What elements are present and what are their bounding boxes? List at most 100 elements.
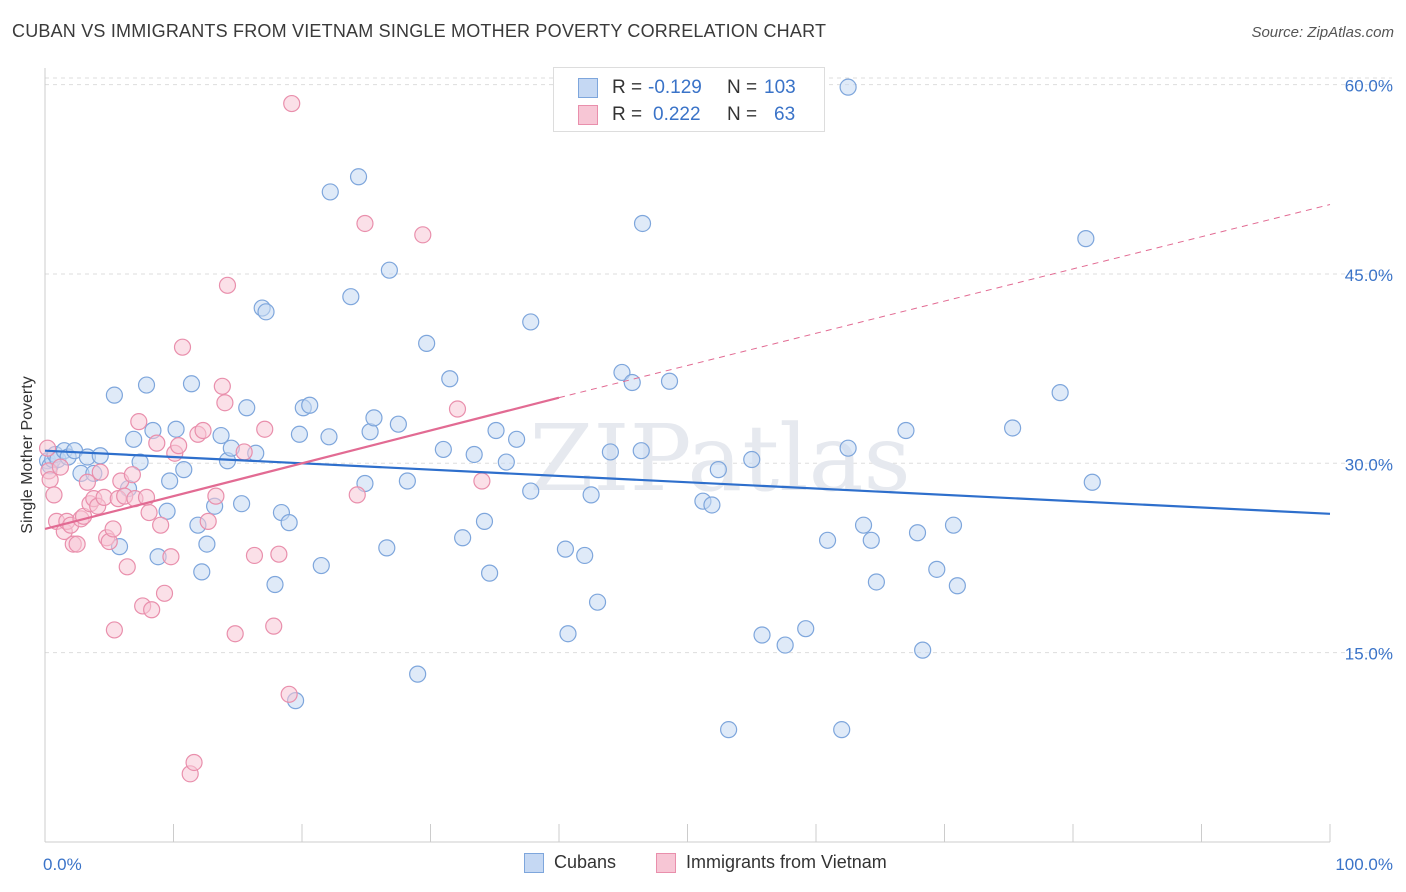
bottom-legend: Cubans Immigrants from Vietnam bbox=[0, 852, 1406, 878]
vietnam-point bbox=[185, 753, 203, 772]
vietnam-point bbox=[448, 400, 467, 418]
r-label: R = bbox=[612, 104, 643, 125]
cubans-point bbox=[709, 461, 727, 479]
cubans-point bbox=[588, 593, 607, 611]
cubans-point bbox=[105, 386, 123, 404]
vietnam-point bbox=[152, 516, 170, 534]
cubans-point bbox=[409, 665, 427, 683]
vietnam-point bbox=[148, 434, 166, 452]
cubans-point bbox=[601, 443, 620, 461]
vietnam-point bbox=[105, 621, 123, 639]
cubans-point bbox=[312, 556, 330, 575]
n-label: N = bbox=[727, 77, 758, 98]
cubans-point bbox=[944, 516, 963, 534]
vietnam-point bbox=[218, 276, 237, 294]
cubans-point bbox=[418, 334, 436, 352]
vietnam-point bbox=[348, 486, 366, 504]
vietnam-point bbox=[155, 584, 174, 602]
source-label: Source: ZipAtlas.com bbox=[1251, 24, 1394, 41]
cubans-point bbox=[487, 421, 505, 440]
vietnam-point bbox=[78, 473, 97, 491]
cubans-point bbox=[576, 546, 594, 565]
n-value: 63 bbox=[774, 104, 796, 125]
cubans-point bbox=[342, 288, 360, 306]
cubans-point bbox=[1051, 384, 1069, 402]
cubans-point bbox=[743, 450, 761, 469]
cubans-point bbox=[559, 625, 577, 643]
cubans-swatch bbox=[578, 78, 598, 98]
cubans-point bbox=[839, 439, 857, 457]
vietnam-point bbox=[265, 617, 283, 635]
vietnam-point bbox=[256, 420, 274, 438]
cubans-point bbox=[633, 214, 652, 233]
vietnam-trend-line bbox=[44, 396, 560, 531]
vietnam-point bbox=[51, 458, 70, 476]
vietnam-point bbox=[245, 546, 264, 565]
cubans-point bbox=[475, 512, 494, 530]
cubans-point bbox=[928, 560, 946, 578]
cubans-point bbox=[125, 430, 143, 448]
cubans-trend-line bbox=[44, 449, 1331, 515]
cubans-point bbox=[454, 529, 472, 547]
series-vietnam bbox=[38, 94, 491, 783]
cubans-swatch bbox=[524, 852, 544, 873]
vietnam-point bbox=[235, 443, 253, 461]
cubans-point bbox=[839, 78, 857, 96]
vietnam-point bbox=[130, 413, 148, 431]
tick-labels: 15.0% 30.0% 45.0% 60.0% 0.0% 100.0% bbox=[43, 77, 1393, 874]
cubans-point bbox=[167, 420, 185, 438]
cubans-point bbox=[161, 472, 179, 490]
cubans-point bbox=[753, 626, 771, 644]
vietnam-swatch bbox=[578, 105, 598, 125]
stats-legend: R = -0.129 N = 103 R = 0.222 N = 63 bbox=[553, 67, 825, 132]
r-label: R = bbox=[612, 77, 643, 98]
vietnam-point bbox=[216, 394, 234, 412]
cubans-point bbox=[212, 426, 230, 445]
vietnam-point bbox=[123, 466, 141, 484]
cubans-point bbox=[522, 313, 540, 331]
vietnam-point bbox=[226, 625, 244, 643]
cubans-point bbox=[389, 415, 407, 433]
cubans-point bbox=[266, 575, 284, 594]
vietnam-swatch bbox=[656, 852, 676, 873]
vietnam-point bbox=[104, 520, 122, 538]
cubans-point bbox=[914, 641, 932, 659]
vietnam-point bbox=[95, 488, 113, 506]
cubans-point bbox=[398, 472, 416, 490]
vietnam-point bbox=[356, 214, 374, 233]
cubans-point bbox=[507, 430, 526, 448]
cubans-point bbox=[854, 516, 873, 534]
vietnam-point bbox=[45, 486, 63, 504]
vietnam-point bbox=[143, 601, 161, 619]
x-tick-label: 0.0% bbox=[43, 855, 82, 874]
vietnam-point bbox=[162, 548, 180, 566]
cubans-point bbox=[280, 514, 298, 532]
r-value: 0.222 bbox=[653, 104, 701, 125]
cubans-point bbox=[867, 573, 885, 591]
cubans-point bbox=[378, 539, 396, 557]
vietnam-point bbox=[170, 437, 188, 455]
vietnam-point bbox=[280, 685, 298, 703]
r-value: -0.129 bbox=[648, 77, 702, 98]
chart-title: CUBAN VS IMMIGRANTS FROM VIETNAM SINGLE … bbox=[12, 21, 827, 41]
vietnam-point bbox=[38, 439, 57, 457]
vietnam-point bbox=[140, 503, 158, 522]
legend-label-vietnam: Immigrants from Vietnam bbox=[686, 852, 887, 872]
cubans-point bbox=[349, 168, 368, 186]
vietnam-point bbox=[270, 545, 288, 563]
cubans-point bbox=[908, 524, 927, 542]
y-tick-label: 15.0% bbox=[1345, 645, 1393, 664]
vietnam-point bbox=[91, 463, 109, 481]
cubans-point bbox=[613, 363, 631, 382]
cubans-point bbox=[158, 502, 176, 520]
cubans-point bbox=[198, 535, 216, 553]
cubans-point bbox=[465, 445, 483, 464]
n-value: 103 bbox=[764, 77, 796, 98]
cubans-point bbox=[238, 399, 256, 417]
cubans-point bbox=[365, 409, 383, 427]
cubans-point bbox=[441, 370, 459, 388]
x-tick-label: 100.0% bbox=[1335, 855, 1393, 874]
cubans-point bbox=[776, 636, 794, 654]
cubans-point bbox=[818, 531, 837, 549]
cubans-point bbox=[380, 261, 398, 279]
